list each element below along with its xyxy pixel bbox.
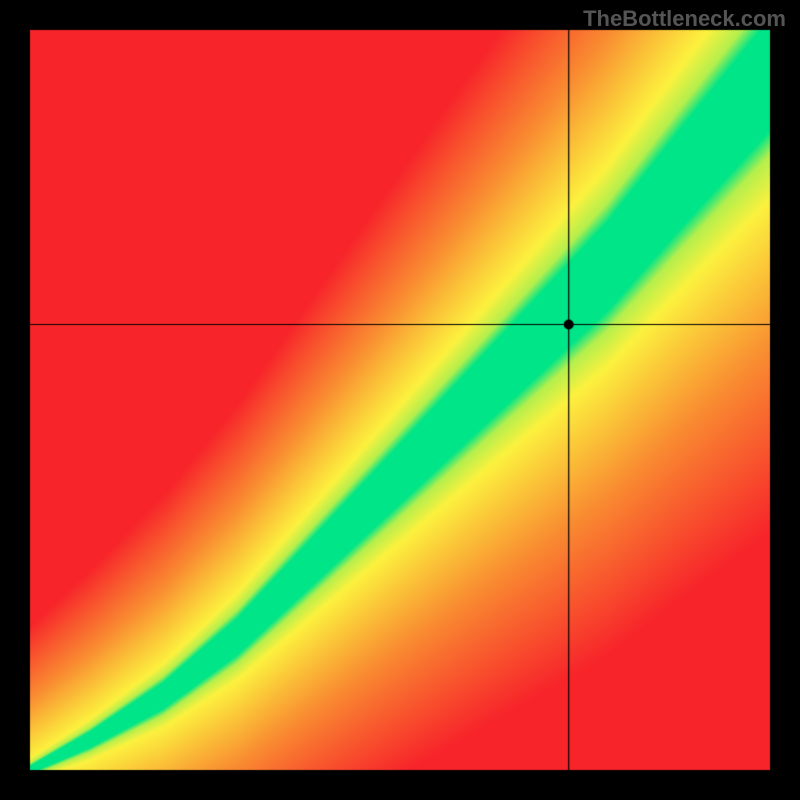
- watermark-text: TheBottleneck.com: [583, 6, 786, 32]
- chart-container: TheBottleneck.com: [0, 0, 800, 800]
- bottleneck-heatmap: [0, 0, 800, 800]
